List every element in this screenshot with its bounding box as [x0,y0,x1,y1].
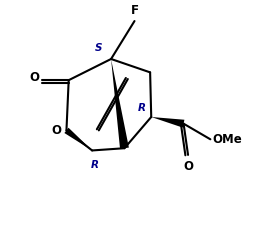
Polygon shape [111,59,129,149]
Text: R: R [138,103,146,113]
Text: R: R [90,160,98,170]
Polygon shape [64,128,92,151]
Polygon shape [151,117,184,128]
Text: O: O [51,124,61,137]
Text: S: S [95,43,102,53]
Text: F: F [130,4,139,17]
Text: O: O [30,72,40,84]
Text: OMe: OMe [213,133,242,146]
Text: O: O [183,160,193,173]
